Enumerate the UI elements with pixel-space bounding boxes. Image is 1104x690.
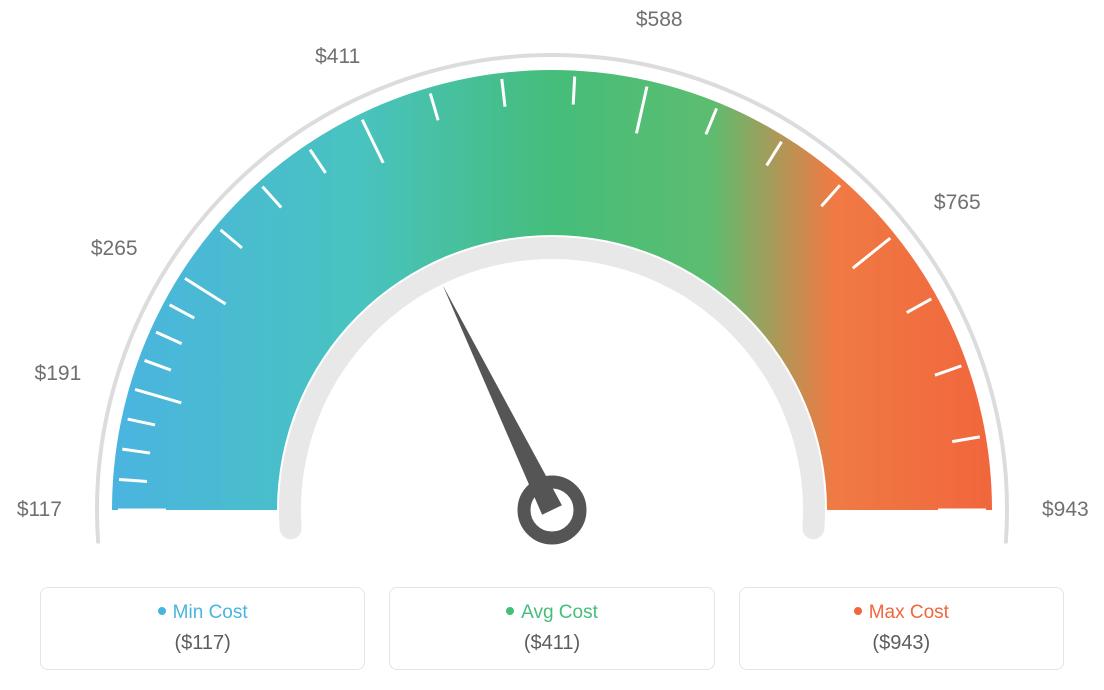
legend-row: Min Cost ($117) Avg Cost ($411) Max Cost… xyxy=(40,587,1064,670)
gauge-chart-container: $117 $191 $265 $411 $588 $765 $943 Min Cost ($… xyxy=(0,0,1104,690)
legend-min-label: Min Cost xyxy=(173,602,248,623)
tick-label: $411 xyxy=(315,45,360,69)
gauge-colored-arc xyxy=(112,70,992,510)
legend-max: Max Cost ($943) xyxy=(739,587,1064,670)
legend-max-value: ($943) xyxy=(750,632,1053,655)
legend-max-dot xyxy=(854,607,862,615)
legend-avg-dot xyxy=(506,607,514,615)
tick-label: $265 xyxy=(91,237,138,261)
tick-label: $765 xyxy=(934,191,981,215)
gauge-svg xyxy=(0,0,1104,560)
legend-min-title: Min Cost xyxy=(51,602,354,624)
tick-label: $943 xyxy=(1042,498,1089,522)
tick-label: $191 xyxy=(35,362,82,386)
gauge-area: $117 $191 $265 $411 $588 $765 $943 xyxy=(0,0,1104,560)
legend-avg-label: Avg Cost xyxy=(521,602,598,623)
legend-min-value: ($117) xyxy=(51,632,354,655)
legend-avg-value: ($411) xyxy=(400,632,703,655)
legend-max-label: Max Cost xyxy=(869,602,949,623)
tick-label: $588 xyxy=(636,8,683,32)
legend-min: Min Cost ($117) xyxy=(40,587,365,670)
tick-label: $117 xyxy=(17,498,62,522)
minor-tick xyxy=(573,77,574,105)
legend-max-title: Max Cost xyxy=(750,602,1053,624)
legend-avg: Avg Cost ($411) xyxy=(389,587,714,670)
legend-min-dot xyxy=(158,607,166,615)
minor-tick xyxy=(119,479,147,481)
legend-avg-title: Avg Cost xyxy=(400,602,703,624)
